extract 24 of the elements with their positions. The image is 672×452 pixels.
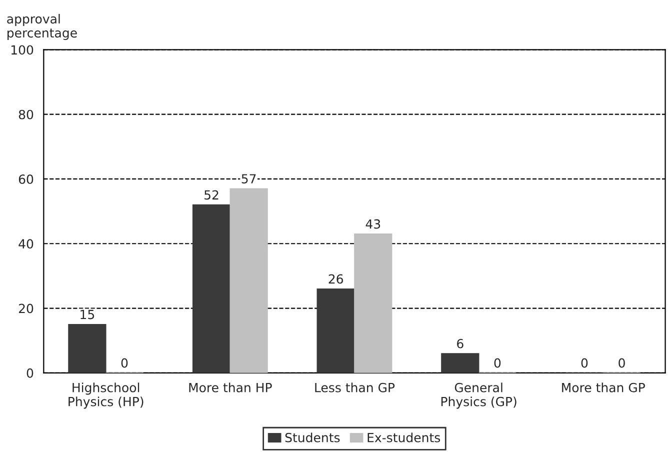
data-label: 0 [618,358,625,368]
y-axis-title: approval percentage [7,14,77,40]
y-tick-label: 40 [18,239,34,249]
y-tick-label: 100 [11,45,34,55]
data-label: 0 [581,358,588,368]
data-label: 52 [204,190,218,200]
y-tick-label: 60 [18,174,34,184]
y-tick-label: 0 [26,368,34,378]
data-label: 57 [242,174,256,184]
y-tick-label: 20 [18,304,34,314]
x-tick-label: General Physics (GP) [441,382,516,409]
x-tick-label: Highschool Physics (HP) [68,382,144,409]
data-label: 26 [328,274,343,284]
data-label: 0 [494,358,501,368]
data-label: 0 [121,358,128,368]
y-tick-label: 80 [18,110,34,120]
x-tick-label: More than HP [189,382,272,392]
x-tick-label: Less than GP [315,382,395,392]
legend-label: Students [285,432,340,442]
x-tick-label: More than GP [562,382,645,392]
data-label: 15 [80,310,94,320]
data-label: 6 [457,338,464,348]
legend-label: Ex-students [368,432,440,442]
data-label: 43 [366,219,380,229]
